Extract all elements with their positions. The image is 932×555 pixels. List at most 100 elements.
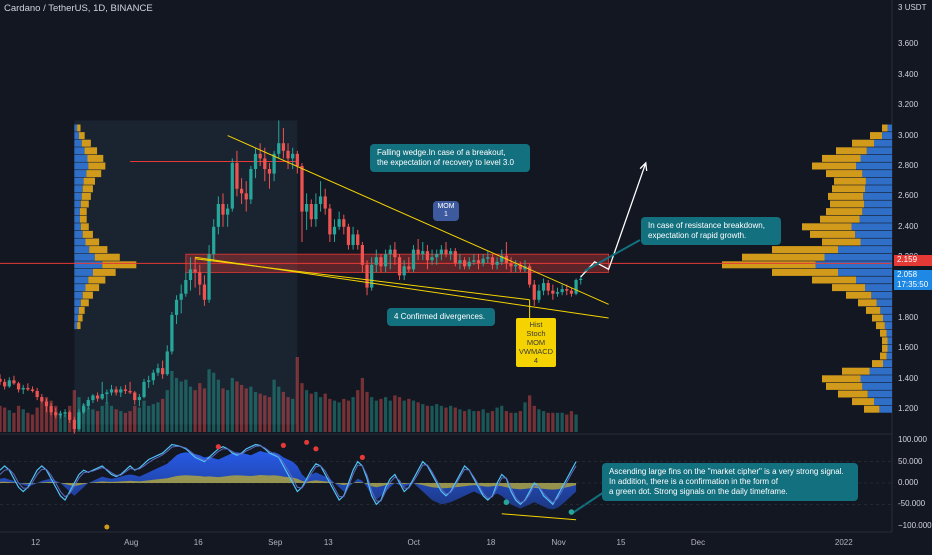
left-profile-bar-up — [74, 291, 83, 299]
right-profile-bar-down — [810, 230, 856, 238]
left-profile-bar-up — [74, 154, 88, 162]
left-profile-bar-down — [79, 215, 87, 223]
left-profile-bar-down — [82, 230, 93, 238]
candle-body — [119, 389, 123, 393]
right-profile-bar-up — [838, 246, 892, 254]
volume-bar — [95, 411, 100, 432]
candle-body — [569, 290, 574, 294]
candle-body — [555, 292, 560, 294]
volume-bar — [532, 405, 536, 432]
last-price-tag: 2.058 17:35:50 — [894, 270, 932, 290]
right-profile-bar-up — [865, 284, 892, 292]
left-profile-bar-down — [86, 170, 102, 178]
indicator-note[interactable]: Hist Stoch MOM VWMACD 4 — [516, 318, 556, 367]
symbol-title[interactable]: Cardano / TetherUS, 1D, BINANCE — [4, 3, 153, 14]
right-profile-bar-up — [865, 185, 892, 193]
price-tick: 1.200 — [898, 404, 919, 414]
candle-body — [449, 251, 453, 255]
right-profile-bar-down — [826, 382, 863, 390]
left-profile-bar-down — [102, 261, 137, 269]
volume-bar — [249, 386, 253, 432]
candle-body — [72, 419, 76, 429]
volume-bar — [170, 370, 174, 432]
candle-countdown: 17:35:50 — [897, 280, 929, 289]
mom-marker[interactable]: MOM 1 — [433, 201, 459, 221]
volume-bar — [332, 400, 337, 432]
right-profile-bar-up — [864, 200, 892, 208]
wedge-annotation[interactable]: Falling wedge.In case of a breakout, the … — [370, 144, 530, 172]
left-profile-bar-down — [87, 154, 104, 162]
candle-body — [281, 143, 286, 151]
volume-bar — [174, 377, 179, 432]
right-profile-bar-down — [864, 405, 880, 413]
volume-bar — [44, 397, 49, 432]
volume-bar — [435, 404, 439, 432]
right-profile-bar-up — [856, 162, 892, 170]
volume-bar — [58, 412, 63, 432]
volume-bar — [142, 400, 146, 432]
price-tick: 2.400 — [898, 221, 919, 231]
right-profile-bar-down — [858, 299, 877, 307]
right-profile-bar-up — [867, 390, 892, 398]
right-profile-bar-up — [860, 154, 892, 162]
candle-body — [49, 406, 53, 413]
volume-bar — [560, 412, 564, 432]
candle-body — [430, 257, 434, 261]
candle-body — [342, 219, 346, 227]
volume-bar — [370, 397, 374, 432]
right-profile-bar-up — [876, 299, 892, 307]
volume-bar — [356, 390, 360, 432]
candle-body — [286, 150, 290, 159]
volume-bar — [430, 405, 434, 432]
volume-bar — [318, 397, 323, 432]
volume-bar — [523, 402, 527, 432]
volume-bar — [453, 407, 457, 432]
right-profile-bar-down — [772, 246, 838, 254]
volume-bar — [439, 405, 443, 432]
left-profile-bar-up — [74, 177, 84, 185]
volume-bar — [114, 409, 118, 432]
price-tick: 3.200 — [898, 100, 919, 110]
volume-bar — [574, 414, 578, 432]
left-profile-bar-up — [74, 192, 82, 200]
volume-bar — [421, 404, 425, 432]
left-profile-bar-down — [80, 200, 89, 208]
right-profile-bar-up — [859, 215, 892, 223]
volume-bar — [541, 411, 546, 432]
time-tick: Sep — [268, 538, 283, 547]
osc-tick: 0.000 — [898, 478, 919, 487]
volume-bar — [235, 381, 239, 432]
candle-body — [81, 406, 86, 413]
volume-bar — [109, 405, 114, 432]
left-profile-bar-down — [77, 322, 81, 330]
cipher-annotation[interactable]: Ascending large fins on the "market ciph… — [602, 463, 858, 501]
volume-bar — [379, 398, 383, 432]
candle-body — [523, 266, 527, 270]
candle-body — [235, 162, 239, 189]
volume-bar — [0, 405, 2, 432]
volume-bar — [500, 405, 504, 432]
volume-bar — [128, 411, 132, 432]
right-profile-bar-down — [828, 192, 864, 200]
bottom-signal-dot — [104, 524, 110, 530]
volume-bar — [81, 404, 86, 432]
candle-body — [370, 264, 374, 288]
right-profile-bar-up — [860, 238, 892, 246]
divergence-annotation[interactable]: 4 Confirmed divergences. — [387, 308, 495, 326]
volume-bar — [383, 397, 388, 432]
time-tick: Dec — [690, 538, 706, 547]
right-profile-bar-down — [834, 177, 866, 185]
left-profile-bar-up — [74, 314, 79, 322]
right-profile-bar-up — [887, 344, 892, 352]
time-tick: Nov — [551, 538, 566, 547]
right-profile-bar-up — [887, 124, 892, 132]
volume-bar — [458, 409, 462, 432]
candle-body — [184, 280, 188, 294]
volume-bar — [40, 402, 44, 432]
resistance-annotation[interactable]: In case of resistance breakdown, expectat… — [641, 217, 781, 245]
left-profile-bar-down — [94, 253, 120, 261]
candle-body — [147, 380, 151, 382]
right-profile-bar-down — [866, 306, 881, 314]
volume-bar — [467, 409, 471, 432]
candle-body — [142, 381, 146, 398]
